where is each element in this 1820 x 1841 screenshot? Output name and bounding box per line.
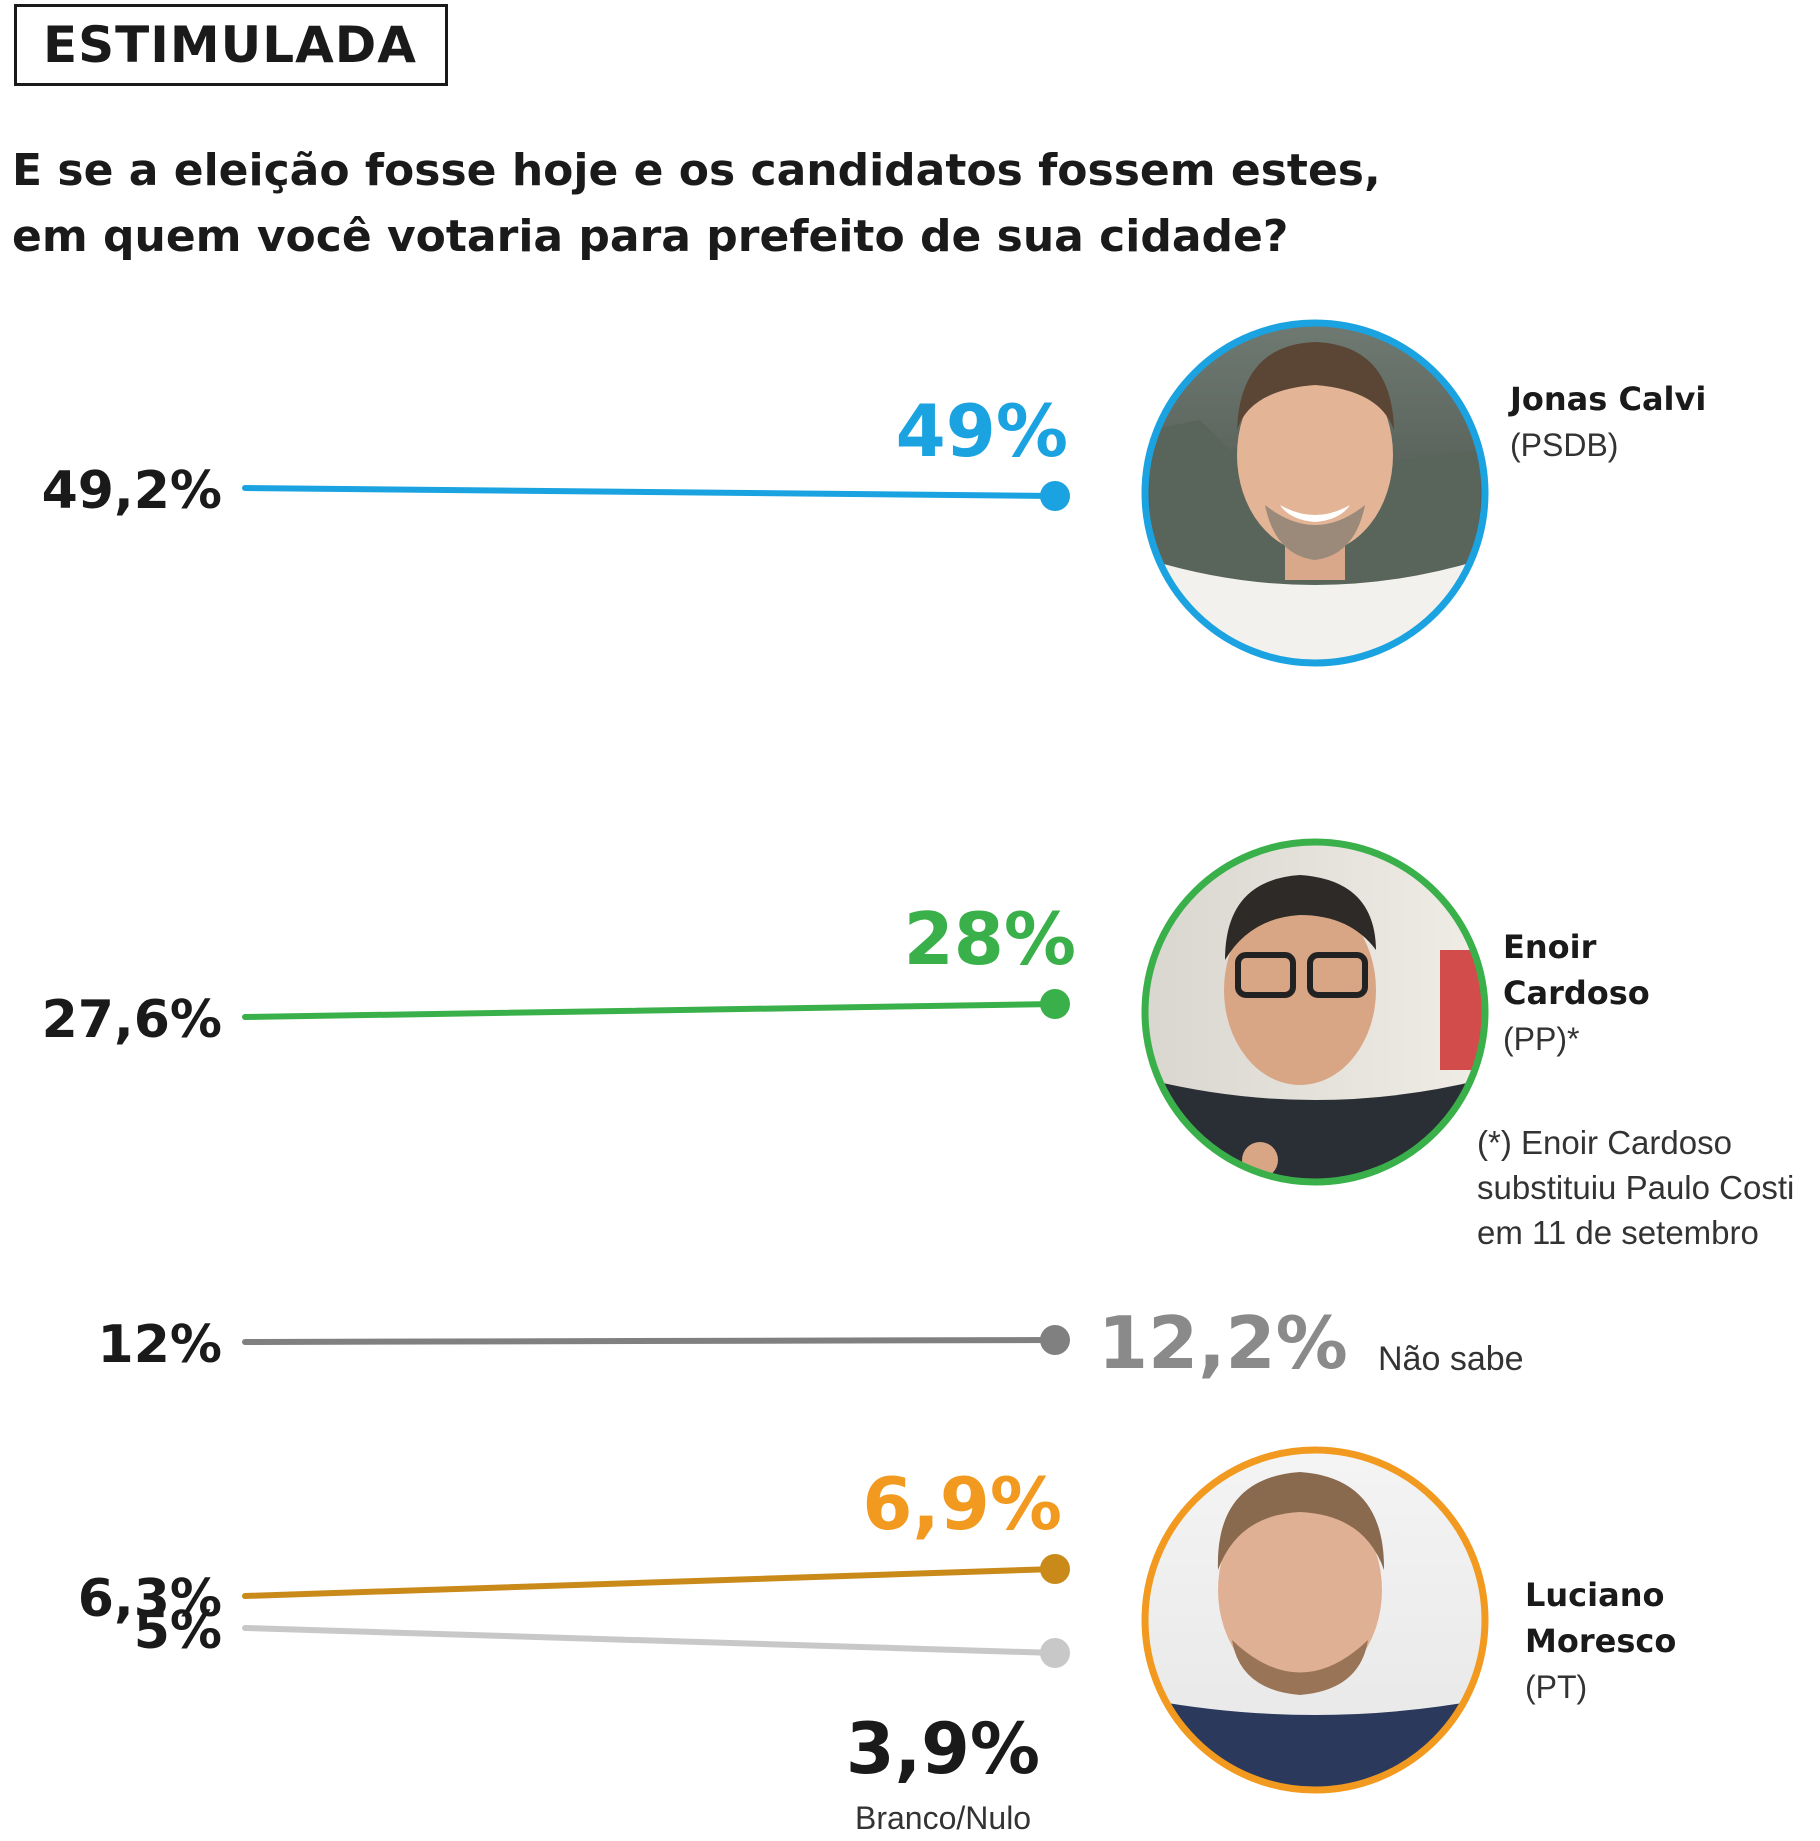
series-line [242,1566,1058,1599]
candidate-photo-enoir-cardoso [1141,838,1489,1186]
candidate-photo-luciano-moresco [1141,1446,1489,1794]
question-line-1: E se a eleição fosse hoje e os candidato… [12,145,1381,196]
series-labels: 49,2% 49% 27,6% 28% 12% 12,2% 6,3% 6,9% 5% 3,9% [42,389,1348,1790]
candidate-name: Luciano Moresco [1525,1576,1677,1660]
series-end-point [1040,481,1070,511]
section-tag: ESTIMULADA [14,4,448,86]
start-value-label: 49,2% [42,461,222,521]
candidate-label-luciano-moresco: Luciano Moresco (PT) [1525,1572,1725,1710]
question-title: E se a eleição fosse hoje e os candidato… [12,138,1412,270]
end-value-label: 3,9% [846,1708,1040,1790]
nao-sabe-label: Não sabe [1378,1340,1524,1378]
series-line [242,485,1058,499]
candidate-label-jonas-calvi: Jonas Calvi (PSDB) [1510,376,1706,468]
end-value-label: 49% [896,389,1068,473]
candidate-party: (PP)* [1503,1021,1580,1057]
candidate-party: (PSDB) [1510,427,1619,463]
end-value-label: 12,2% [1098,1301,1348,1385]
series-lines [242,481,1070,1668]
candidate-name: Enoir Cardoso [1503,928,1650,1012]
start-value-label: 27,6% [42,990,222,1050]
question-line-2: em quem você votaria para prefeito de su… [12,211,1289,262]
candidate-label-enoir-cardoso: Enoir Cardoso (PP)* [1503,924,1703,1062]
series-end-point [1040,1325,1070,1355]
series-line [242,1001,1058,1020]
series-line [242,1625,1058,1656]
series-end-point [1040,1638,1070,1668]
series-end-point [1040,1554,1070,1584]
end-value-label: 6,9% [862,1462,1062,1546]
candidate-name: Jonas Calvi [1510,380,1707,418]
candidate-party: (PT) [1525,1669,1588,1705]
series-line [242,1337,1058,1345]
start-value-label: 5% [134,1601,222,1661]
end-value-label: 28% [904,897,1076,981]
branco-nulo-label: Branco/Nulo [855,1800,1032,1836]
series-end-point [1040,989,1070,1019]
start-value-label: 12% [98,1315,222,1375]
start-value-label: 6,3% [78,1569,222,1629]
footnote: (*) Enoir Cardoso substituiu Paulo Costi… [1477,1124,1795,1251]
candidate-photo-jonas-calvi [1141,319,1489,667]
